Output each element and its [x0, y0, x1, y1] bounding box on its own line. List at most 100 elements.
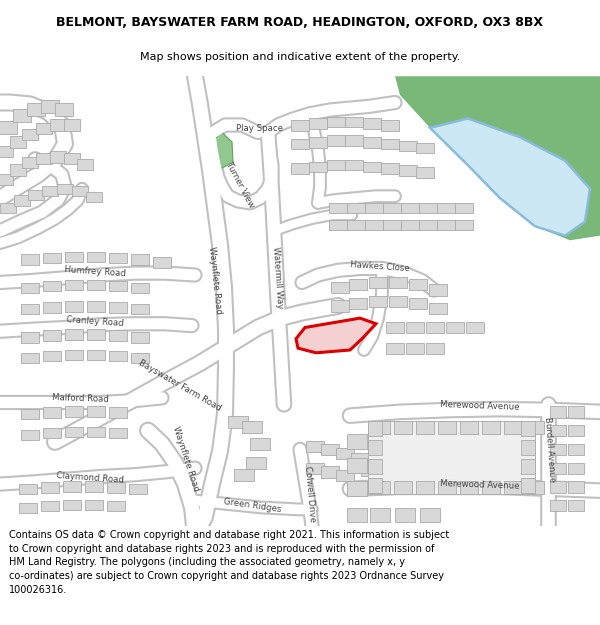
- Polygon shape: [10, 164, 26, 176]
- Polygon shape: [42, 186, 58, 196]
- Polygon shape: [368, 421, 382, 436]
- Polygon shape: [399, 141, 417, 151]
- Polygon shape: [416, 481, 434, 494]
- Polygon shape: [242, 421, 262, 434]
- Polygon shape: [291, 139, 309, 149]
- Polygon shape: [446, 322, 464, 333]
- Polygon shape: [482, 421, 500, 434]
- Text: Bayswater Farm Road: Bayswater Farm Road: [137, 358, 223, 413]
- Polygon shape: [43, 281, 61, 291]
- Polygon shape: [87, 301, 105, 311]
- Polygon shape: [21, 282, 39, 292]
- Polygon shape: [386, 342, 404, 354]
- Polygon shape: [331, 281, 349, 292]
- Polygon shape: [347, 219, 365, 230]
- Text: Burdell Avenue: Burdell Avenue: [543, 416, 557, 482]
- Polygon shape: [372, 481, 390, 494]
- Polygon shape: [85, 481, 103, 491]
- Polygon shape: [406, 322, 424, 333]
- Polygon shape: [63, 500, 81, 510]
- Text: Turner View: Turner View: [224, 161, 256, 209]
- Polygon shape: [363, 137, 381, 148]
- Polygon shape: [36, 153, 52, 164]
- Polygon shape: [109, 302, 127, 312]
- Polygon shape: [228, 416, 248, 428]
- Text: Cranley Road: Cranley Road: [66, 316, 124, 328]
- Polygon shape: [347, 458, 367, 472]
- Polygon shape: [347, 509, 367, 521]
- Polygon shape: [309, 161, 327, 172]
- Polygon shape: [72, 186, 88, 196]
- Polygon shape: [521, 459, 535, 474]
- Text: Malford Road: Malford Road: [52, 393, 109, 404]
- Polygon shape: [129, 484, 147, 494]
- Polygon shape: [550, 462, 566, 474]
- Polygon shape: [372, 421, 390, 434]
- Polygon shape: [381, 139, 399, 149]
- Polygon shape: [86, 191, 102, 202]
- Polygon shape: [321, 444, 339, 455]
- Polygon shape: [429, 303, 447, 314]
- Polygon shape: [455, 219, 473, 230]
- Polygon shape: [401, 202, 419, 213]
- Polygon shape: [368, 478, 382, 492]
- Polygon shape: [291, 163, 309, 174]
- Polygon shape: [347, 481, 367, 496]
- Polygon shape: [21, 254, 39, 265]
- Text: Colwell Drive: Colwell Drive: [303, 465, 317, 522]
- Polygon shape: [419, 202, 437, 213]
- Polygon shape: [22, 157, 38, 168]
- Polygon shape: [550, 425, 566, 436]
- Polygon shape: [550, 406, 566, 418]
- Polygon shape: [28, 190, 44, 200]
- Polygon shape: [306, 441, 324, 452]
- Polygon shape: [521, 440, 535, 455]
- Polygon shape: [394, 481, 412, 494]
- Polygon shape: [568, 500, 584, 511]
- Polygon shape: [107, 482, 125, 492]
- Polygon shape: [430, 119, 590, 236]
- Polygon shape: [43, 408, 61, 418]
- Polygon shape: [85, 500, 103, 510]
- Polygon shape: [521, 421, 535, 436]
- Polygon shape: [131, 304, 149, 314]
- Polygon shape: [347, 202, 365, 213]
- Polygon shape: [550, 444, 566, 455]
- Polygon shape: [336, 470, 354, 481]
- Polygon shape: [22, 129, 38, 140]
- Polygon shape: [65, 406, 83, 416]
- Polygon shape: [381, 163, 399, 174]
- Polygon shape: [234, 469, 254, 481]
- Polygon shape: [438, 481, 456, 494]
- Polygon shape: [568, 444, 584, 455]
- Polygon shape: [41, 501, 59, 511]
- Polygon shape: [77, 159, 93, 170]
- Polygon shape: [368, 459, 382, 474]
- Polygon shape: [109, 351, 127, 361]
- Polygon shape: [87, 406, 105, 416]
- Text: Green Ridges: Green Ridges: [223, 497, 281, 514]
- Polygon shape: [87, 427, 105, 438]
- Polygon shape: [437, 202, 455, 213]
- Text: Humfrey Road: Humfrey Road: [64, 264, 126, 278]
- Polygon shape: [64, 119, 80, 131]
- Polygon shape: [55, 102, 73, 116]
- Polygon shape: [87, 280, 105, 290]
- Polygon shape: [504, 421, 522, 434]
- Polygon shape: [370, 509, 390, 521]
- Polygon shape: [63, 481, 81, 491]
- Polygon shape: [521, 478, 535, 492]
- Polygon shape: [455, 202, 473, 213]
- Text: Claymond Road: Claymond Road: [56, 471, 124, 484]
- Polygon shape: [327, 135, 345, 146]
- Polygon shape: [369, 277, 387, 288]
- Polygon shape: [409, 298, 427, 309]
- Polygon shape: [347, 434, 367, 449]
- Polygon shape: [550, 500, 566, 511]
- Polygon shape: [87, 251, 105, 262]
- Polygon shape: [568, 481, 584, 492]
- Polygon shape: [131, 352, 149, 363]
- Polygon shape: [109, 330, 127, 341]
- Polygon shape: [437, 219, 455, 230]
- Polygon shape: [309, 137, 327, 148]
